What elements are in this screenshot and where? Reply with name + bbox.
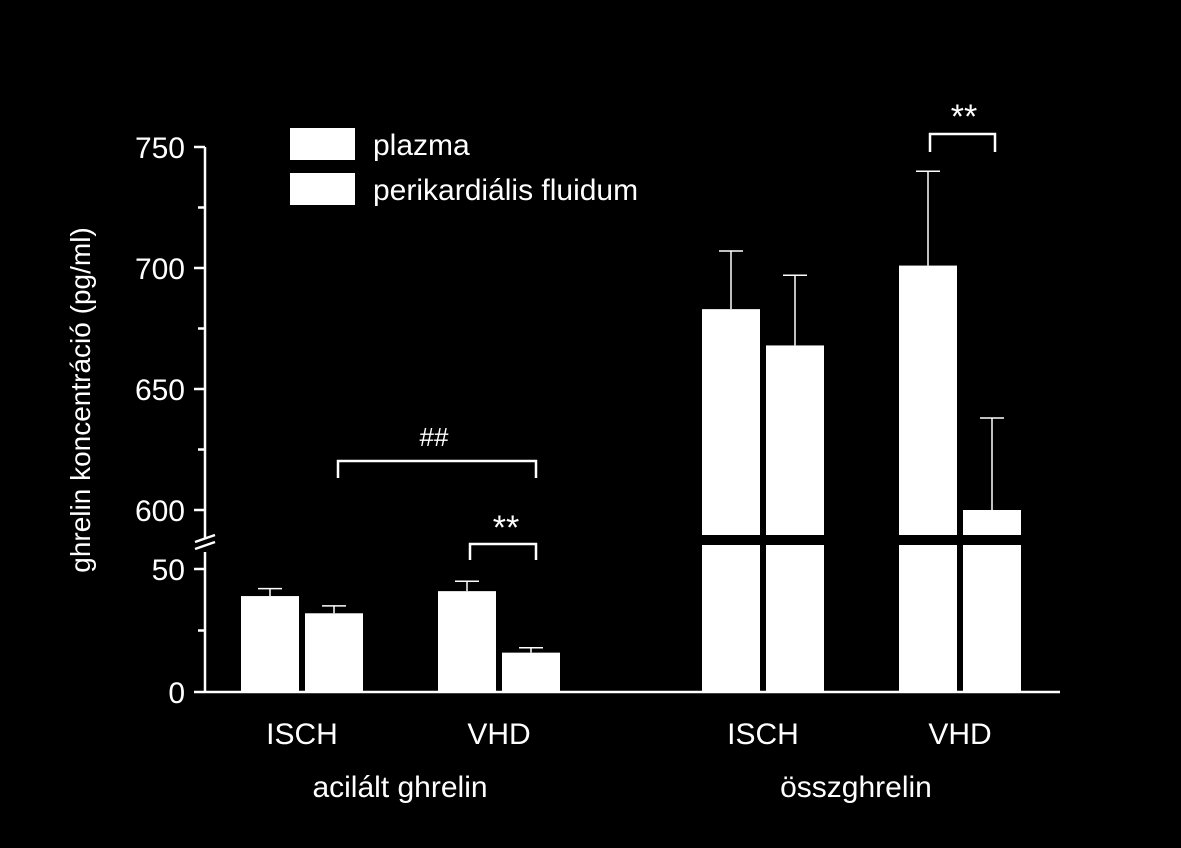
- bar-break-band: [764, 535, 826, 545]
- y-tick-label: 700: [135, 253, 185, 286]
- y-tick-label: 0: [168, 677, 185, 710]
- bar-break-band: [897, 535, 959, 545]
- legend-swatch-plazma: [290, 128, 355, 160]
- legend-label-plazma: plazma: [373, 129, 470, 162]
- bracket-acilalt-vhd: [468, 542, 538, 560]
- y-tick-label: 750: [135, 132, 185, 165]
- bar: [305, 613, 363, 692]
- y-tick-label: 600: [135, 495, 185, 528]
- category-label-ossz-isch: ISCH: [727, 718, 799, 751]
- axis-break-mark: [194, 533, 216, 551]
- legend-swatch-perikardialis-fluidum: [290, 173, 355, 205]
- significance-marks: ## ** **: [336, 98, 997, 560]
- bar: [502, 652, 560, 692]
- bracket-ossz-vhd: [928, 132, 997, 152]
- error-bars: [258, 170, 1004, 653]
- y-tick-label: 650: [135, 374, 185, 407]
- bar: [438, 591, 496, 692]
- sig-mark-acilalt-vhd: **: [493, 509, 519, 547]
- bar: [766, 345, 824, 692]
- bar-break-band: [961, 535, 1023, 545]
- group-label-acilalt-ghrelin: acilált ghrelin: [312, 771, 487, 804]
- y-tick-label: 50: [152, 554, 185, 587]
- sig-mark-hash: ##: [420, 422, 449, 452]
- bracket-acilalt-isch-vhd: [336, 459, 538, 478]
- category-label-ossz-vhd: VHD: [928, 718, 991, 751]
- y-ticks: 0 50 600 650 700 750: [135, 132, 205, 710]
- legend-label-perikardialis-fluidum: perikardiális fluidum: [373, 174, 638, 207]
- bar-break-band: [700, 535, 762, 545]
- bar: [241, 596, 299, 692]
- category-label-acilalt-vhd: VHD: [467, 718, 530, 751]
- bar: [899, 265, 957, 692]
- y-axis-label: ghrelin koncentráció (pg/ml): [65, 227, 96, 573]
- sig-mark-ossz-vhd: **: [951, 98, 977, 136]
- bars: [241, 265, 1021, 692]
- bar-break-marks: [700, 535, 1023, 545]
- category-label-acilalt-isch: ISCH: [266, 718, 338, 751]
- legend: plazma perikardiális fluidum: [290, 128, 638, 207]
- bar: [702, 309, 760, 692]
- group-label-osszghrelin: összghrelin: [780, 771, 932, 804]
